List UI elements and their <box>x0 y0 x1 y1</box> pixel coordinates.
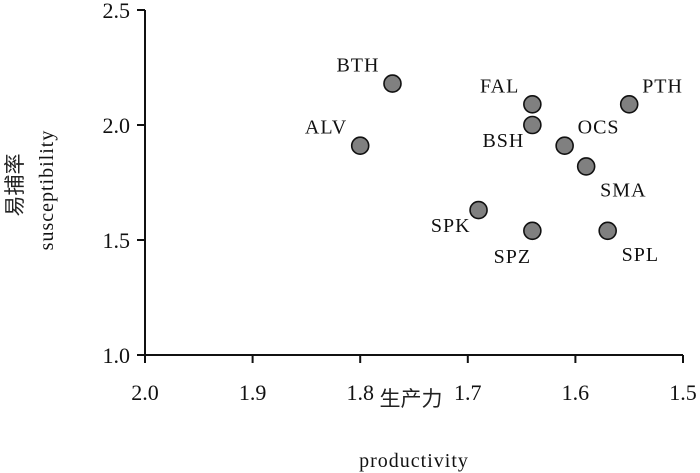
point-label-spk: SPK <box>431 215 471 237</box>
x-tick-label: 1.7 <box>454 380 482 405</box>
point-label-ocs: OCS <box>578 117 620 139</box>
point-label-bth: BTH <box>336 55 379 77</box>
data-point-spk <box>469 200 488 220</box>
x-tick-label: 1.8 <box>346 380 374 405</box>
point-label-sma: SMA <box>600 179 646 201</box>
data-point-bsh <box>523 115 542 135</box>
point-label-spl: SPL <box>622 244 659 266</box>
data-point-bth <box>383 74 402 93</box>
y-tick-label: 2.5 <box>103 0 131 23</box>
point-label-pth: PTH <box>642 75 683 97</box>
x-axis-title: 生产力 <box>380 387 443 411</box>
data-point-alv <box>350 136 370 155</box>
y-tick-label: 1.5 <box>103 228 131 253</box>
y-axis-title: 易捕率 <box>3 154 27 217</box>
axes: 2.0 1.9 1.8 1.7 1.6 1.5 1.0 1.5 2.0 2.5 <box>103 0 697 405</box>
data-point-sma <box>576 157 596 176</box>
x-tick-label: 2.0 <box>131 380 159 405</box>
point-label-fal: FAL <box>480 75 519 97</box>
point-label-bsh: BSH <box>482 130 524 152</box>
y-axis-subtitle: susceptibility <box>36 130 58 251</box>
point-label-spz: SPZ <box>494 246 531 268</box>
data-point-pth <box>619 95 639 114</box>
x-tick-label: 1.6 <box>562 380 590 405</box>
data-point-ocs <box>555 136 574 155</box>
data-points: BTH FAL PTH BSH ALV OCS SMA SPK SPZ SPL <box>305 55 683 268</box>
x-tick-label: 1.5 <box>669 380 697 405</box>
y-tick-label: 1.0 <box>103 343 131 368</box>
y-tick-label: 2.0 <box>103 113 131 138</box>
point-label-alv: ALV <box>305 117 347 139</box>
data-point-spl <box>598 221 617 241</box>
x-axis-subtitle: productivity <box>359 450 469 472</box>
x-tick-label: 1.9 <box>239 380 267 405</box>
data-point-spz <box>523 221 542 241</box>
data-point-fal <box>523 95 542 114</box>
